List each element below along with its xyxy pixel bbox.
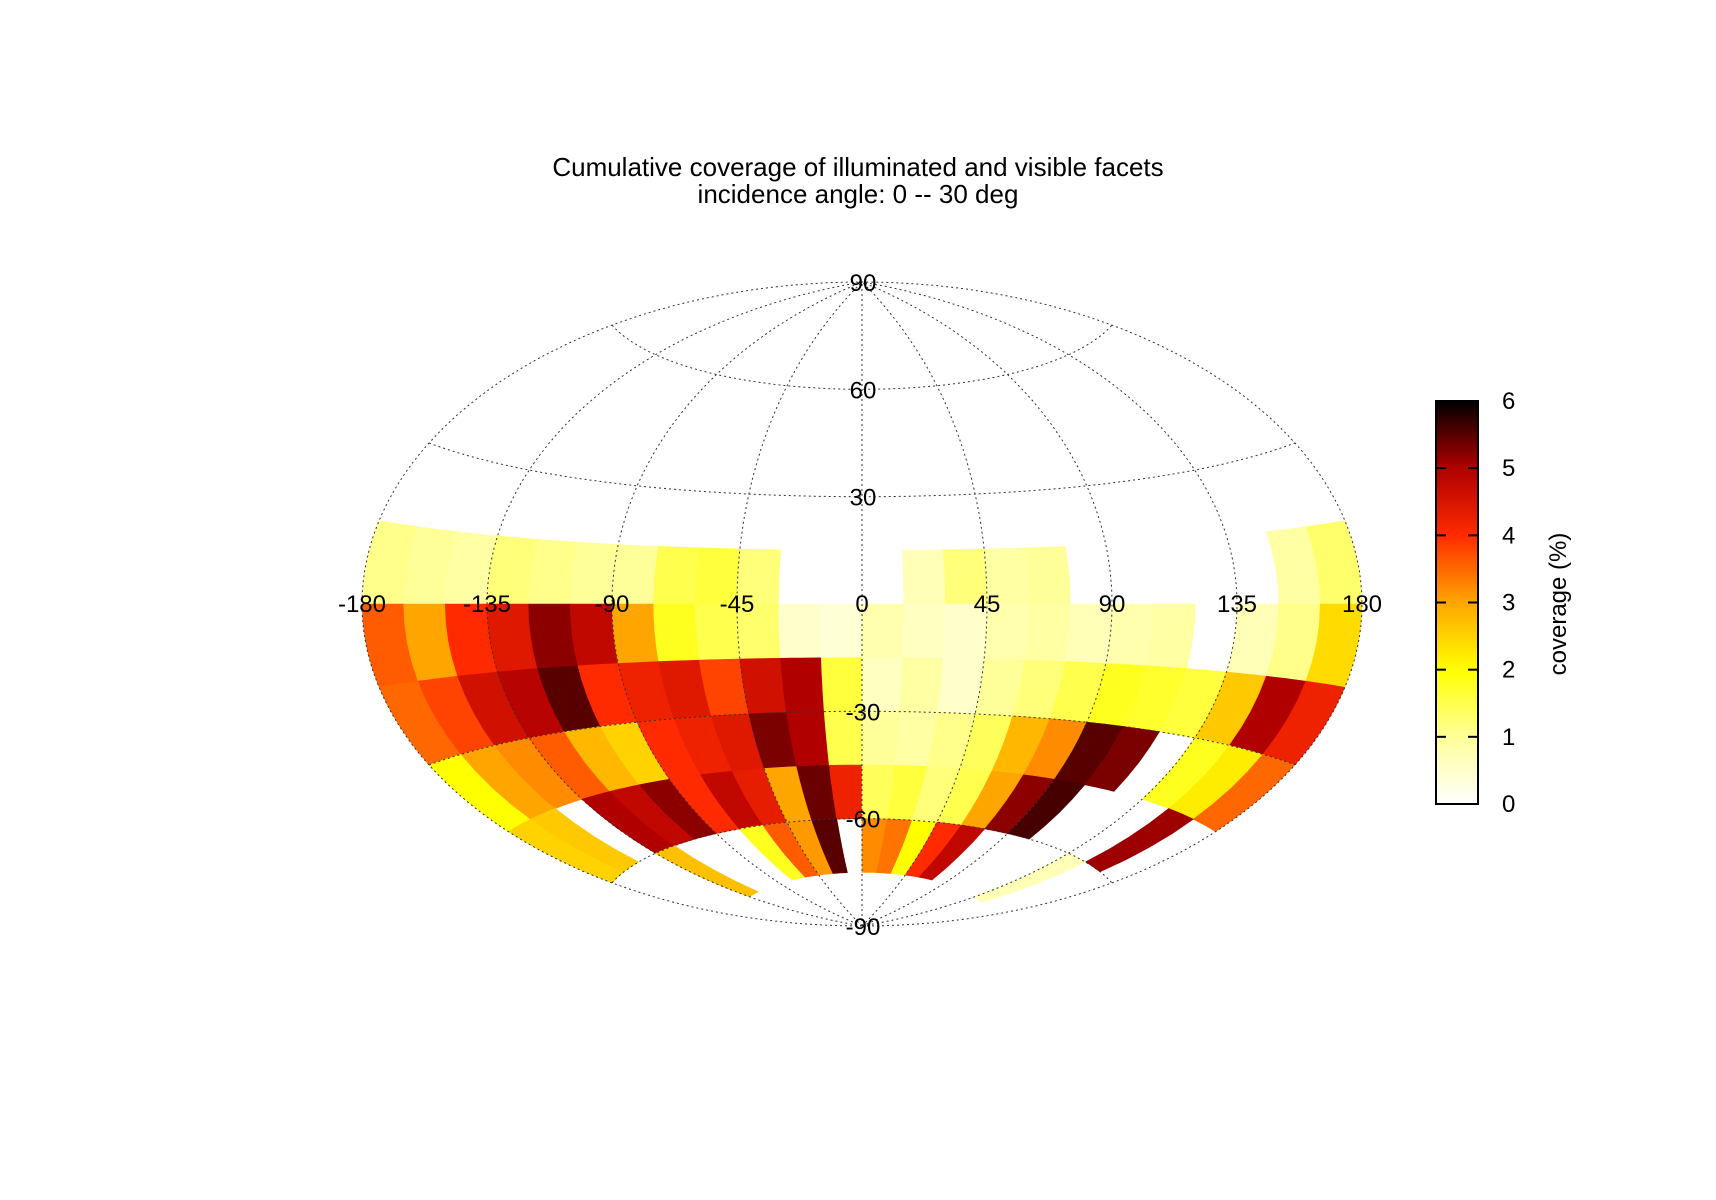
parallel-line — [428, 710, 1296, 766]
x-tick-label: -180 — [338, 591, 386, 618]
coverage-cell — [1305, 520, 1362, 605]
coverage-cell — [1024, 546, 1071, 605]
coverage-cell — [1024, 603, 1071, 662]
meridian-line — [861, 281, 988, 927]
coverage-cells — [362, 520, 1362, 903]
meridian-line — [736, 281, 863, 927]
coverage-cell — [899, 657, 944, 713]
meridian-line — [861, 281, 1363, 927]
x-tick-label: 45 — [974, 591, 1001, 618]
coverage-cell — [739, 657, 787, 715]
meridian-line — [486, 281, 863, 927]
coverage-cell — [918, 824, 986, 881]
colorbar-tick-label: 2 — [1502, 657, 1515, 684]
graticule — [361, 281, 1363, 927]
x-tick-label: -90 — [595, 591, 630, 618]
coverage-cell — [530, 808, 640, 873]
coverage-cell — [1006, 778, 1086, 840]
y-tick-label: -30 — [846, 699, 881, 726]
y-tick-label: -90 — [846, 914, 881, 941]
tick-labels: -180 -135 -90 -45 0 45 90 135 180 90 60 30 -30 -60 -90 — [338, 270, 1382, 941]
x-tick-label: 135 — [1217, 591, 1257, 618]
colorbar-tick-label: 5 — [1502, 455, 1515, 482]
colorbar-tick-label: 3 — [1502, 590, 1515, 617]
y-tick-label: 30 — [850, 485, 877, 512]
x-tick-label: 0 — [855, 591, 868, 618]
chart-subtitle: incidence angle: 0 -- 30 deg — [697, 179, 1019, 209]
x-tick-label: 180 — [1342, 591, 1382, 618]
colorbar-tick-label: 6 — [1502, 388, 1515, 415]
meridian-line — [611, 281, 863, 927]
colorbar-ticks: 0 1 2 3 4 5 6 — [1436, 388, 1515, 818]
x-tick-label: 90 — [1099, 591, 1126, 618]
coverage-cell — [902, 603, 946, 659]
coverage-cell — [653, 546, 700, 605]
colorbar-tick-label: 4 — [1502, 522, 1515, 549]
coverage-cell — [780, 657, 825, 713]
coverage-cell — [1084, 726, 1160, 792]
x-tick-label: -135 — [463, 591, 511, 618]
coverage-cell — [653, 603, 700, 662]
coverage-cell — [1145, 603, 1196, 669]
coverage-cell — [1084, 808, 1194, 873]
colorbar-tick-label: 1 — [1502, 724, 1515, 751]
colorbar-tick-label: 0 — [1502, 791, 1515, 818]
colorbar-label: coverage (%) — [1545, 533, 1572, 676]
chart-title: Cumulative coverage of illuminated and v… — [552, 152, 1164, 182]
y-tick-label: -60 — [846, 807, 881, 834]
colorbar: 0 1 2 3 4 5 6 coverage (%) — [1435, 388, 1572, 818]
coverage-cell — [654, 845, 759, 898]
coverage-cell — [902, 549, 946, 605]
y-tick-label: 60 — [850, 377, 877, 404]
y-tick-label: 90 — [850, 270, 877, 297]
coverage-cell — [778, 603, 822, 659]
parallel-line — [428, 442, 1296, 498]
coverage-cell — [973, 852, 1087, 903]
x-tick-label: -45 — [720, 591, 755, 618]
meridian-line — [861, 281, 1238, 927]
